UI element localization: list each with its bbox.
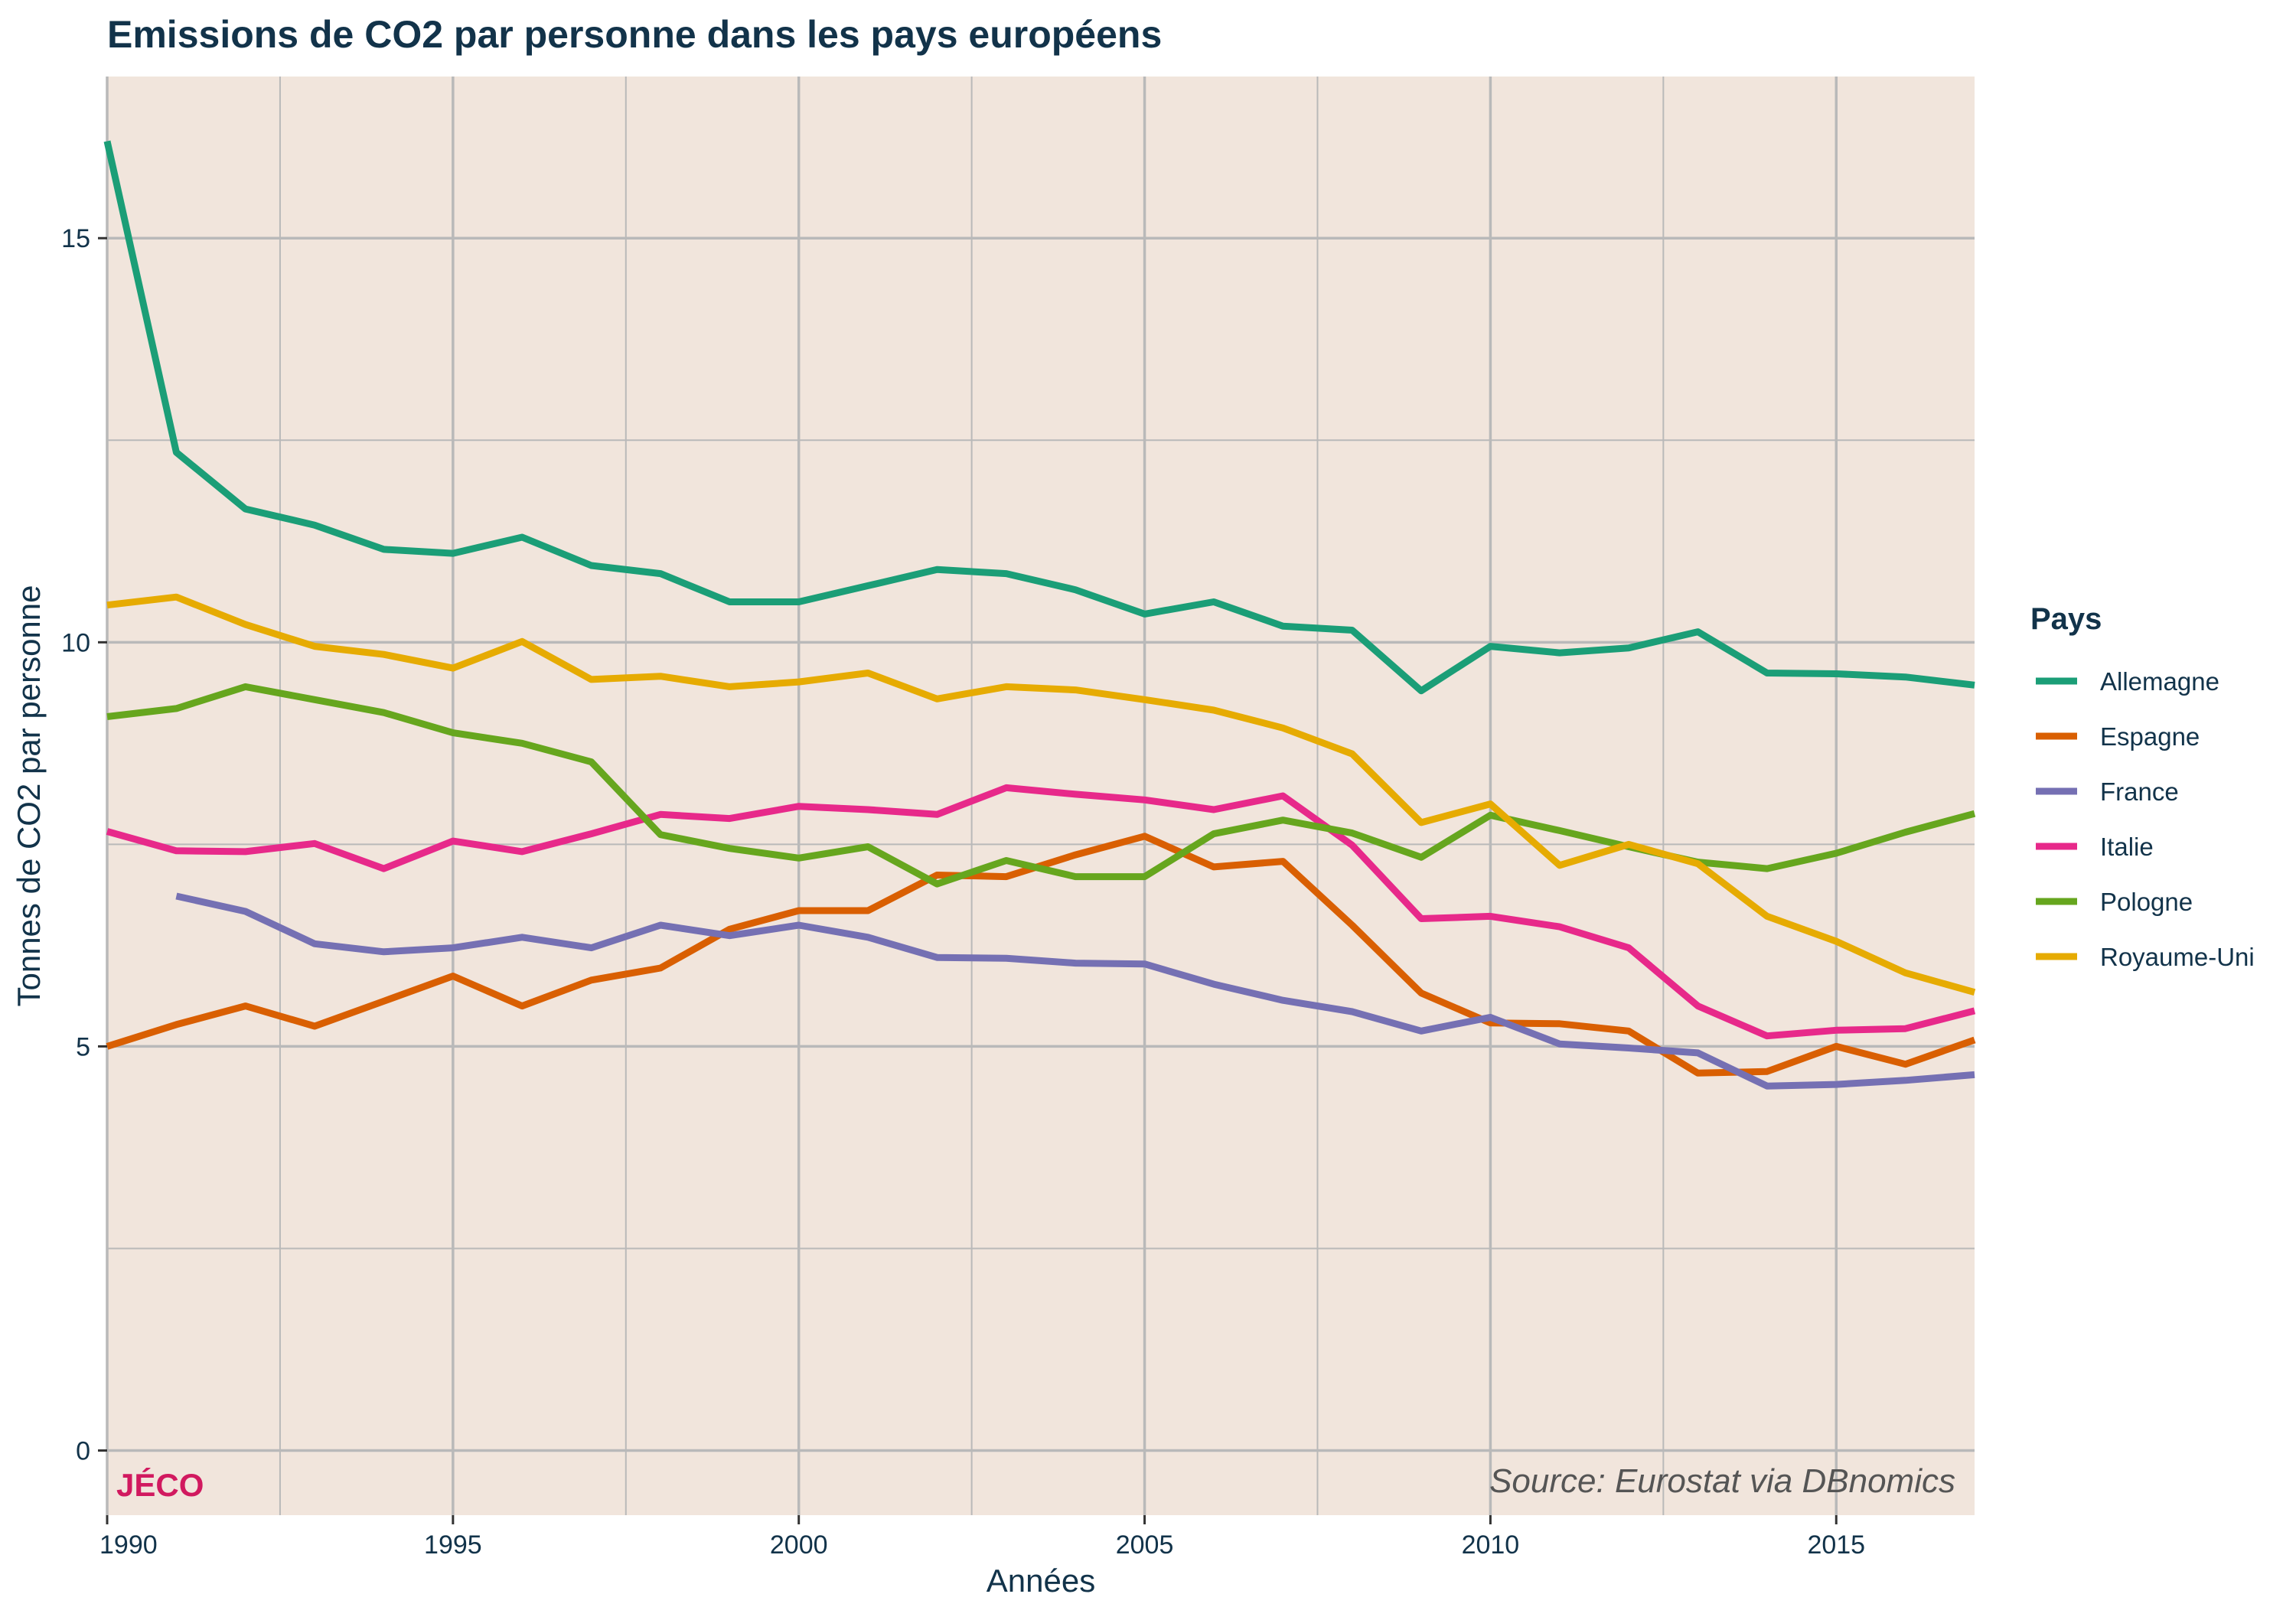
plot-background xyxy=(107,77,1975,1515)
x-tick-label: 2000 xyxy=(770,1530,828,1560)
y-tick-label: 0 xyxy=(76,1437,90,1466)
chart-title: Emissions de CO2 par personne dans les p… xyxy=(107,13,1162,56)
series-line-france xyxy=(175,892,1975,1090)
y-tick-label: 5 xyxy=(76,1032,90,1061)
x-tick-label: 2010 xyxy=(1462,1530,1520,1560)
legend-items: Allemagne Espagne France Italie Pologne Royau… xyxy=(2036,667,2255,971)
x-tick-label: 1990 xyxy=(99,1530,158,1560)
x-axis-title: Années xyxy=(987,1563,1095,1599)
legend-label-italie: Italie xyxy=(2100,833,2154,861)
series-line-allemagne xyxy=(103,140,1975,695)
major-gridlines xyxy=(106,77,1975,1515)
x-tick-label: 2015 xyxy=(1807,1530,1865,1560)
series-line-royaume-uni xyxy=(106,593,1976,996)
brand-label: JÉCO xyxy=(116,1467,204,1503)
x-axis: 1990 1995 2000 2005 2010 2015 xyxy=(99,1515,1865,1560)
legend-title: Pays xyxy=(2030,602,2102,636)
legend-label-allemagne: Allemagne xyxy=(2100,667,2219,696)
x-tick-label: 2005 xyxy=(1116,1530,1174,1560)
y-tick-label: 10 xyxy=(61,628,90,657)
series-lines xyxy=(103,140,1976,1090)
y-tick-label: 15 xyxy=(61,224,90,253)
y-axis: 0 5 10 15 xyxy=(61,224,107,1466)
y-axis-title: Tonnes de CO2 par personne xyxy=(11,585,47,1006)
legend: Pays Allemagne Espagne France Italie Pologne… xyxy=(2030,602,2255,971)
legend-label-espagne: Espagne xyxy=(2100,722,2200,751)
series-line-italie xyxy=(106,784,1976,1040)
legend-label-royaume-uni: Royaume-Uni xyxy=(2100,943,2255,971)
x-tick-label: 1995 xyxy=(424,1530,482,1560)
source-note: Source: Eurostat via DBnomics xyxy=(1489,1462,1955,1500)
legend-label-pologne: Pologne xyxy=(2100,888,2193,916)
legend-label-france: France xyxy=(2100,777,2179,806)
